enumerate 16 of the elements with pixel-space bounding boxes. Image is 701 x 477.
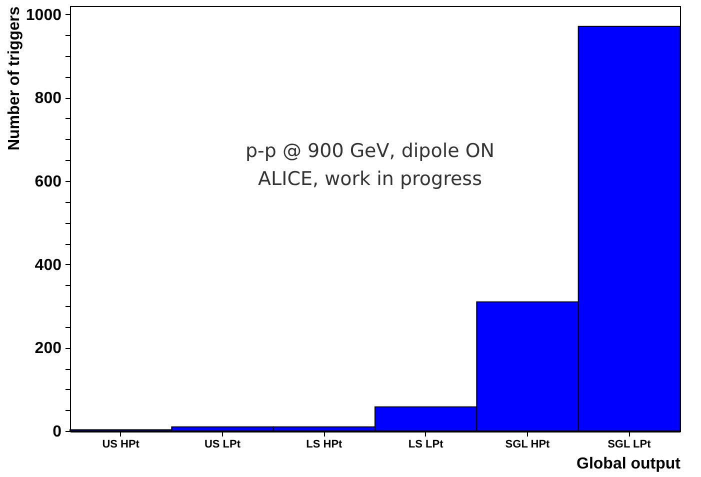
annotation: p-p @ 900 GeV, dipole ON <box>245 140 495 162</box>
x-tick-label: LS HPt <box>306 438 343 450</box>
y-tick-label: 400 <box>34 256 62 274</box>
x-axis-title: Global output <box>576 456 682 472</box>
y-tick-label: 600 <box>34 174 62 190</box>
y-tick-label: 0 <box>52 424 62 440</box>
x-tick-label: SGL HPt <box>505 438 550 450</box>
annotation: ALICE, work in progress <box>258 168 482 190</box>
y-tick-label: 200 <box>34 340 62 358</box>
x-tick-label: LS LPt <box>408 438 444 450</box>
y-axis-title: Number of triggers <box>6 6 23 151</box>
x-tick-label: SGL LPt <box>608 438 652 450</box>
x-tick-label: US LPt <box>204 438 241 450</box>
y-tick-label: 1000 <box>26 6 62 24</box>
x-tick-label: US HPt <box>102 438 140 450</box>
y-tick-label: 800 <box>34 90 62 108</box>
